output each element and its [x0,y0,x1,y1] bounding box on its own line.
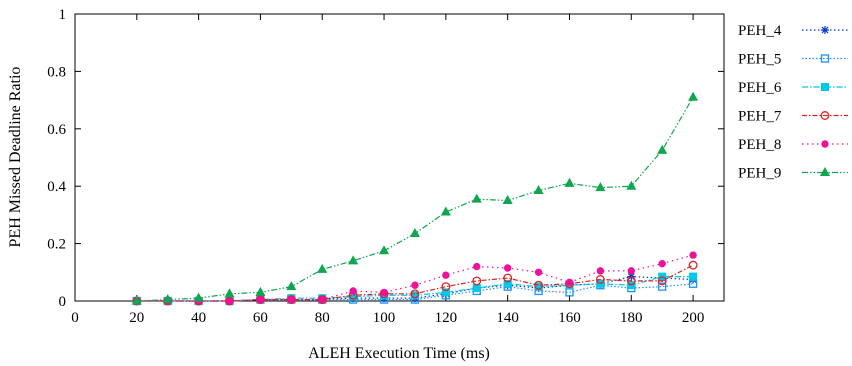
data-point [440,206,451,216]
legend-marker [820,54,830,63]
data-point [689,251,697,259]
legend-entry-peh-4: PEH_4 [738,23,848,39]
legend-label: PEH_7 [738,109,782,125]
legend-entry-peh-5: PEH_5 [738,52,848,68]
data-point [688,260,698,270]
data-point [688,91,699,101]
y-tick-label: 0.6 [47,122,66,138]
data-point [318,295,326,304]
data-point [689,272,698,281]
axes: 0 20 40 60 80 100 120 140 160 180 200 0 0.2 0.4 0.6 0.8… [47,7,725,326]
data-point [627,267,635,275]
x-tick-label: 20 [129,310,144,326]
data-point [131,295,142,305]
x-tick-label: 100 [373,310,396,326]
y-tick-label: 0.8 [47,64,66,80]
legend-label: PEH_8 [738,137,781,153]
data-point [442,271,450,279]
legend: PEH_4 PEH_5 PEH_6 PEH_7 PEH_8 PEH_9 [738,23,848,182]
data-point [286,281,297,291]
data-point [378,245,390,255]
legend-marker [821,83,829,91]
legend-label: PEH_4 [738,23,782,39]
data-point [658,259,666,268]
data-point [596,267,605,275]
data-point [225,297,234,305]
data-point [411,281,419,289]
data-point [193,292,204,302]
x-tick-label: 180 [620,310,643,326]
legend-marker [820,111,830,120]
data-point [534,268,543,276]
data-point [657,276,667,286]
data-point [658,282,667,291]
y-tick-label: 0 [59,294,67,310]
y-tick-label: 1 [59,7,67,23]
data-point [502,195,513,205]
x-tick-label: 60 [253,310,268,326]
y-axis-title: PEH Missed Deadline Ratio [7,67,24,248]
data-point [348,255,359,265]
series-line-peh-9 [136,96,694,302]
data-point [380,288,388,297]
y-tick-label: 0.2 [47,237,66,253]
data-point [472,284,481,293]
data-point [162,294,173,304]
data-point [595,275,605,284]
data-point [441,282,451,292]
x-tick-label: 200 [682,310,705,326]
data-point [349,287,357,295]
x-tick-label: 0 [71,310,79,326]
data-point [471,193,482,203]
data-point [317,263,328,273]
x-tick-label: 160 [558,310,581,326]
data-point [503,279,512,288]
legend-entry-peh-6: PEH_6 [738,80,848,96]
data-point [441,288,450,297]
data-point [565,278,574,287]
data-point [595,182,606,192]
series-group [131,91,699,306]
legend-marker [819,166,831,176]
series-line-peh-7 [136,264,694,302]
legend-marker [821,26,829,34]
data-point [472,276,482,286]
data-point [255,286,266,296]
data-point [473,262,481,271]
data-point [533,184,544,195]
data-point [534,280,544,290]
legend-label: PEH_9 [738,166,781,182]
data-point [626,276,636,286]
legend-entry-peh-7: PEH_7 [738,109,848,125]
x-tick-label: 140 [496,310,519,326]
legend-marker [821,140,829,148]
data-point [503,273,513,283]
data-point [409,228,421,238]
x-tick-label: 40 [191,310,206,326]
legend-label: PEH_6 [738,80,782,96]
data-point [410,289,420,299]
legend-entry-peh-8: PEH_8 [738,137,848,153]
data-point [564,177,575,187]
data-point [657,144,668,154]
x-axis-title: ALEH Execution Time (ms) [308,345,490,362]
data-point [287,295,296,304]
data-point [626,180,637,190]
y-tick-label: 0.4 [47,179,66,195]
x-tick-label: 120 [435,310,458,326]
legend-label: PEH_5 [738,52,781,68]
data-point [224,288,235,298]
data-point [503,264,512,272]
data-point [256,295,265,304]
legend-entry-peh-9: PEH_9 [738,166,848,182]
data-point [317,295,327,305]
plot-frame [74,13,725,302]
series-peh-9 [131,91,699,305]
x-tick-label: 80 [315,310,330,326]
